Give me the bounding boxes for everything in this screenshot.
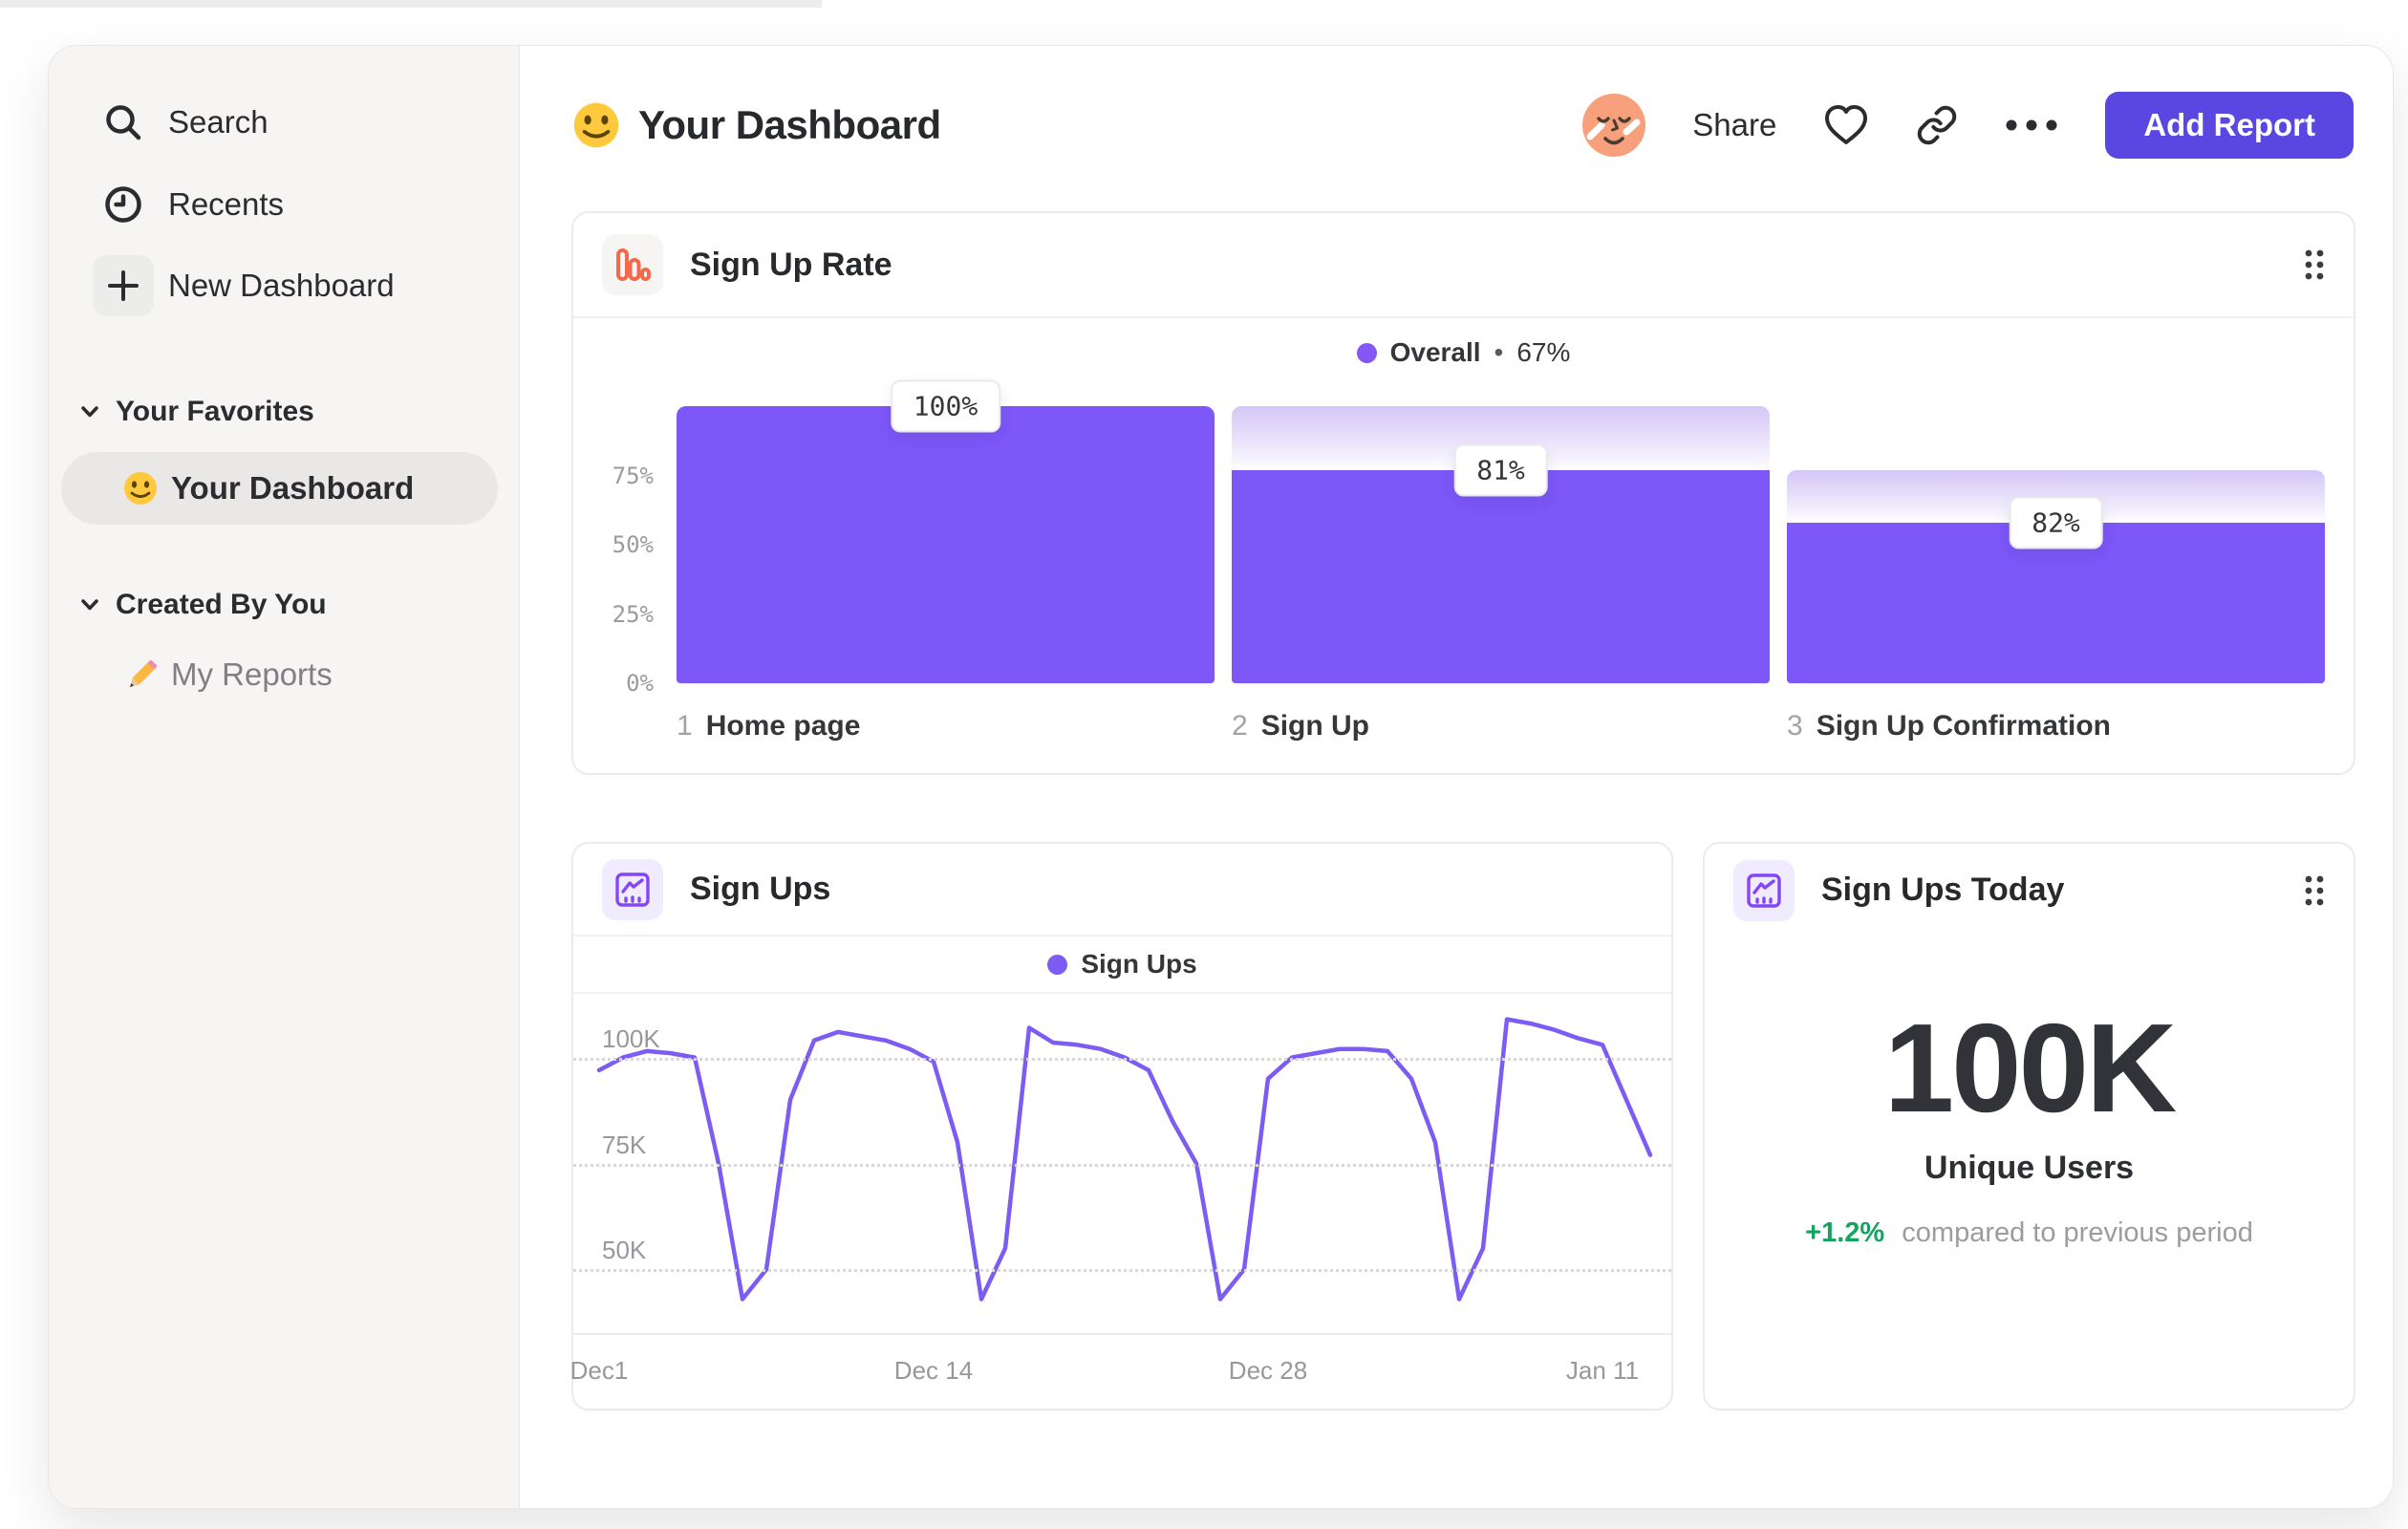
funnel-bar-1[interactable]: 100% bbox=[677, 379, 1215, 683]
sign-ups-card: Sign Ups Sign Ups 100K 75K 50K Dec1 Dec 14 D… bbox=[570, 842, 1673, 1411]
line-chart-icon bbox=[602, 858, 663, 920]
sidebar-item-new-dashboard[interactable]: New Dashboard bbox=[49, 252, 519, 319]
line-legend[interactable]: Sign Ups bbox=[573, 937, 1671, 994]
line-chart-icon bbox=[1733, 859, 1795, 921]
dashboard-header: Your Dashboard Share bbox=[571, 89, 2354, 161]
sidebar-item-label: Recents bbox=[168, 186, 285, 222]
step-number: 2 bbox=[1232, 710, 1248, 742]
sign-ups-today-card: Sign Ups Today 100K Unique Users +1.2% c… bbox=[1703, 842, 2355, 1411]
section-title: Created By You bbox=[116, 589, 327, 620]
funnel-y-tick: 75% bbox=[612, 462, 654, 489]
favorite-heart-icon[interactable] bbox=[1823, 104, 1869, 146]
step-number: 3 bbox=[1787, 710, 1803, 742]
line-x-axis: Dec1 Dec 14 Dec 28 Jan 11 bbox=[570, 1333, 1671, 1410]
sidebar-item-label: Search bbox=[168, 104, 269, 140]
funnel-bar-3[interactable]: 82% bbox=[1787, 406, 2325, 683]
screen-edge-artifact bbox=[0, 0, 822, 8]
line-y-tick: 75K bbox=[602, 1130, 647, 1159]
funnel-bar-fill bbox=[1232, 469, 1770, 683]
big-number-metric: Unique Users bbox=[1924, 1150, 2135, 1186]
legend-label: Sign Ups bbox=[1081, 949, 1197, 979]
clock-icon bbox=[93, 174, 154, 235]
sidebar-item-recents[interactable]: Recents bbox=[49, 171, 519, 238]
more-options-icon[interactable] bbox=[2005, 118, 2058, 132]
section-title: Your Favorites bbox=[116, 396, 314, 427]
funnel-value-label: 100% bbox=[890, 379, 1001, 433]
legend-value: 67% bbox=[1516, 337, 1571, 367]
gridline bbox=[573, 1269, 1671, 1273]
line-x-tick: Dec 28 bbox=[1228, 1356, 1308, 1385]
line-x-tick: Dec1 bbox=[570, 1356, 629, 1385]
card-title: Sign Ups Today bbox=[1821, 872, 2065, 908]
step-name: Home page bbox=[705, 710, 861, 742]
funnel-value-label: 81% bbox=[1453, 443, 1548, 497]
share-button[interactable]: Share bbox=[1692, 106, 1777, 142]
step-name: Sign Up bbox=[1260, 710, 1370, 742]
sidebar-item-label: My Reports bbox=[171, 657, 333, 692]
funnel-y-axis: 75% 50% 25% 0% bbox=[602, 406, 654, 698]
sidebar-item-search[interactable]: Search bbox=[49, 89, 519, 156]
delta-note: compared to previous period bbox=[1902, 1217, 2253, 1248]
drag-handle-icon[interactable] bbox=[2304, 873, 2325, 908]
funnel-step-labels: 1 Home page 2 Sign Up 3 Sign Up Confirmation bbox=[677, 710, 2325, 743]
sidebar: Search Recents New Dashboard bbox=[49, 46, 520, 1508]
main-content: Your Dashboard Share bbox=[520, 46, 2393, 1508]
drag-handle-icon[interactable] bbox=[2304, 248, 2325, 282]
bar-chart-icon bbox=[602, 234, 663, 295]
chevron-down-icon bbox=[81, 599, 98, 611]
delta-row: +1.2% compared to previous period bbox=[1705, 1217, 2354, 1249]
funnel-bar-fill bbox=[1787, 522, 2325, 683]
sign-up-rate-card: Sign Up Rate Overall • 67% 75% 50% 25% 0% 1… bbox=[571, 211, 2355, 775]
chevron-down-icon bbox=[81, 406, 98, 418]
funnel-step-label: 1 Home page bbox=[677, 710, 1215, 743]
sidebar-item-your-dashboard[interactable]: Your Dashboard bbox=[61, 452, 498, 525]
step-number: 1 bbox=[677, 710, 693, 742]
line-chart: 100K 75K 50K bbox=[573, 994, 1671, 1333]
sidebar-item-label: Your Dashboard bbox=[171, 470, 415, 506]
plus-icon bbox=[93, 255, 154, 316]
line-x-tick: Jan 11 bbox=[1565, 1356, 1640, 1385]
legend-dot bbox=[1047, 954, 1068, 975]
funnel-chart: 75% 50% 25% 0% 100% 81% 82% bbox=[602, 379, 2325, 698]
delta-value: +1.2% bbox=[1805, 1217, 1885, 1248]
gridline bbox=[573, 1057, 1671, 1061]
legend-separator: • bbox=[1494, 337, 1504, 367]
funnel-bar-fill bbox=[677, 406, 1215, 683]
funnel-step-label: 2 Sign Up bbox=[1232, 710, 1770, 743]
smiley-emoji-icon bbox=[122, 470, 159, 506]
line-y-tick: 100K bbox=[602, 1023, 660, 1053]
sidebar-section-your-favorites[interactable]: Your Favorites bbox=[80, 396, 314, 428]
copy-link-icon[interactable] bbox=[1916, 104, 1958, 146]
page-title: Your Dashboard bbox=[638, 101, 941, 147]
sidebar-section-created-by-you[interactable]: Created By You bbox=[80, 589, 327, 621]
funnel-bars: 100% 81% 82% bbox=[677, 379, 2325, 683]
funnel-bar-2[interactable]: 81% bbox=[1232, 406, 1770, 683]
funnel-step-label: 3 Sign Up Confirmation bbox=[1787, 710, 2325, 743]
card-title: Sign Up Rate bbox=[690, 246, 892, 283]
legend-dot bbox=[1356, 342, 1377, 363]
funnel-legend[interactable]: Overall • 67% bbox=[573, 318, 2354, 387]
add-report-button[interactable]: Add Report bbox=[2105, 91, 2354, 159]
line-y-tick: 50K bbox=[602, 1236, 647, 1265]
avatar[interactable] bbox=[1582, 93, 1646, 157]
card-title: Sign Ups bbox=[690, 871, 831, 907]
app-window: Search Recents New Dashboard bbox=[48, 45, 2394, 1509]
big-number-value: 100K bbox=[1883, 998, 2178, 1138]
funnel-y-tick: 0% bbox=[626, 670, 654, 697]
search-icon bbox=[93, 92, 154, 153]
funnel-value-label: 82% bbox=[2009, 496, 2103, 549]
funnel-y-tick: 50% bbox=[612, 531, 654, 558]
gridline bbox=[573, 1163, 1671, 1167]
pencil-emoji-icon bbox=[122, 657, 159, 693]
line-x-tick: Dec 14 bbox=[893, 1356, 974, 1385]
smiley-emoji-icon bbox=[571, 100, 621, 150]
legend-label: Overall bbox=[1389, 337, 1481, 367]
funnel-y-tick: 25% bbox=[612, 600, 654, 628]
step-name: Sign Up Confirmation bbox=[1816, 710, 2111, 742]
sidebar-item-label: New Dashboard bbox=[168, 268, 395, 303]
